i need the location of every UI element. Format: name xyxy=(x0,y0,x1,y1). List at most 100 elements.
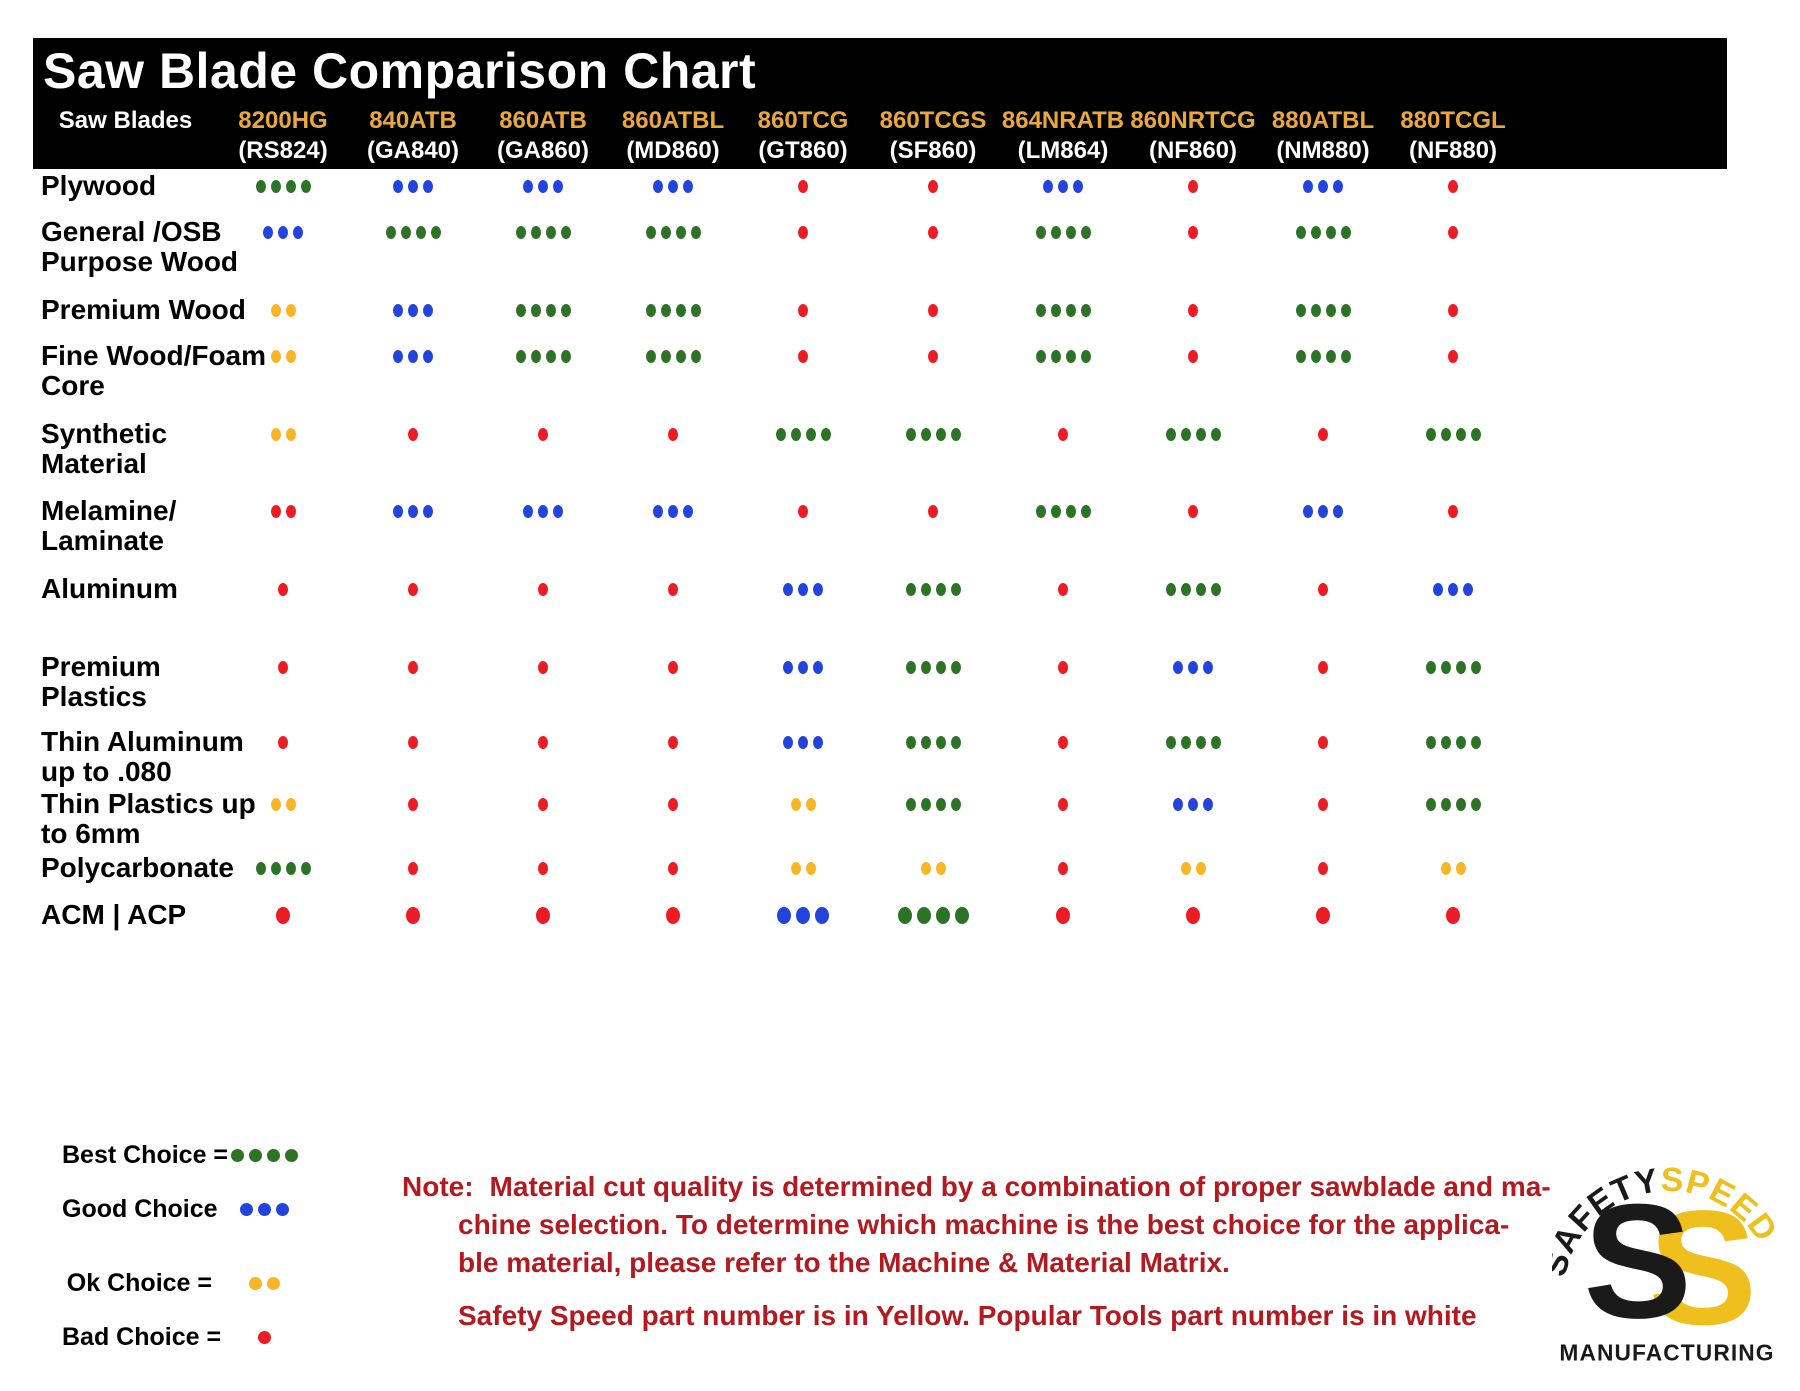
rating-cell-good xyxy=(1258,494,1388,528)
material-label: Melamine/Laminate xyxy=(41,495,177,556)
rating-cell-best xyxy=(608,339,738,373)
rating-dot xyxy=(1195,582,1206,596)
rating-cell-good xyxy=(1128,787,1258,821)
rating-dot xyxy=(1310,349,1321,363)
rating-dot xyxy=(1318,797,1328,811)
rating-dot xyxy=(1073,179,1083,193)
rating-dot xyxy=(270,861,281,875)
safety-speed-logo-svg: SAFETYSPEED S S MANUFACTURING xyxy=(1536,1162,1783,1366)
material-row: Fine Wood/Foam Core xyxy=(33,339,1727,417)
material-row: Plywood xyxy=(33,169,1727,215)
rating-cell-bad xyxy=(348,787,478,821)
rating-dot xyxy=(897,906,912,924)
rating-dot xyxy=(950,797,961,811)
rating-dot xyxy=(263,225,273,239)
rating-dot xyxy=(660,225,671,239)
blade-model: 860NRTCG xyxy=(1130,107,1256,134)
rating-dot xyxy=(523,179,533,193)
rating-cell-bad xyxy=(478,851,608,885)
rating-dot xyxy=(813,582,823,596)
rating-cell-best xyxy=(218,169,348,203)
legend-item-best: Best Choice = xyxy=(62,1137,317,1173)
blade-model: 880ATBL xyxy=(1271,107,1375,134)
rating-cell-bad2 xyxy=(218,494,348,528)
rating-dot xyxy=(385,225,396,239)
rating-dot xyxy=(777,906,791,924)
rating-cell-bad xyxy=(608,572,738,606)
rating-cell-bad xyxy=(348,417,478,451)
legend-dots xyxy=(212,1276,317,1290)
rating-dot xyxy=(805,861,816,875)
rating-dot xyxy=(545,349,556,363)
rating-dot xyxy=(935,660,946,674)
rating-dot xyxy=(270,349,281,363)
rating-dot xyxy=(790,861,801,875)
rating-dot xyxy=(1448,303,1458,317)
rating-cell-good xyxy=(348,169,478,203)
rating-dot xyxy=(393,179,403,193)
rating-cell-bad xyxy=(1258,725,1388,759)
rating-dot xyxy=(408,349,418,363)
rating-cell-bad xyxy=(478,898,608,932)
rating-dot xyxy=(1165,427,1176,441)
material-label: Aluminum xyxy=(41,573,178,604)
rating-dot xyxy=(783,660,793,674)
rating-cell-best xyxy=(868,725,998,759)
rating-dot xyxy=(1470,660,1481,674)
rating-cell-best xyxy=(478,215,608,249)
rating-dot xyxy=(675,349,686,363)
material-label: Thin Plastics up to 6mm xyxy=(41,788,256,849)
logo-manufacturing-text: MANUFACTURING xyxy=(1559,1340,1774,1366)
rating-dot xyxy=(1058,797,1068,811)
rating-dot xyxy=(668,504,678,518)
rating-dot xyxy=(1470,427,1481,441)
blade-part-number: (LM864) xyxy=(1017,137,1109,164)
rating-dot xyxy=(1318,427,1328,441)
rating-dot xyxy=(1058,179,1068,193)
rating-dot xyxy=(1065,504,1076,518)
column-header-860atbl: 860ATBL (MD860) xyxy=(608,105,738,165)
rating-dot xyxy=(660,303,671,317)
rating-dot xyxy=(1058,861,1068,875)
rating-dot xyxy=(1180,735,1191,749)
rating-dot xyxy=(1303,504,1313,518)
legend-dot xyxy=(240,1202,253,1216)
rating-cell-best xyxy=(478,293,608,327)
rating-dot xyxy=(1310,303,1321,317)
material-label: Plywood xyxy=(41,170,157,201)
rating-cell-best xyxy=(1388,650,1518,684)
rating-dot xyxy=(935,582,946,596)
blade-model: 864NRATB xyxy=(1001,107,1125,134)
rating-dot xyxy=(415,225,426,239)
rating-dot xyxy=(408,427,418,441)
legend-dots xyxy=(212,1202,317,1216)
rating-cell-good xyxy=(348,293,478,327)
note-prefix: Note: xyxy=(402,1171,474,1202)
rating-dot xyxy=(1065,303,1076,317)
rating-dot xyxy=(408,179,418,193)
rating-cell-good xyxy=(1128,650,1258,684)
rating-cell-good xyxy=(478,169,608,203)
rating-cell-best xyxy=(608,215,738,249)
material-label: General /OSB Purpose Wood xyxy=(41,216,239,277)
rating-cell-good xyxy=(738,898,868,932)
rating-cell-best xyxy=(1128,572,1258,606)
rating-dot xyxy=(278,225,288,239)
header-grid: Saw Blades 8200HG (RS824) 840ATB (GA840) 860… xyxy=(33,105,1727,165)
rating-cell-best xyxy=(868,572,998,606)
rating-dot xyxy=(668,582,678,596)
rating-dot xyxy=(393,303,403,317)
rating-dot xyxy=(798,735,808,749)
rating-cell-good xyxy=(1388,572,1518,606)
rating-cell-ok xyxy=(738,787,868,821)
rating-cell-bad xyxy=(608,787,738,821)
rating-dot xyxy=(1035,225,1046,239)
rating-dot xyxy=(285,504,296,518)
rating-cell-bad xyxy=(998,851,1128,885)
rating-dot xyxy=(675,225,686,239)
rating-dot xyxy=(1165,582,1176,596)
comparison-table: Plywood General /OSB Purpose Wood Premium W… xyxy=(33,169,1727,948)
material-label: Premium Plastics xyxy=(41,651,161,712)
rating-cell-ok xyxy=(738,851,868,885)
rating-cell-best xyxy=(868,898,998,932)
